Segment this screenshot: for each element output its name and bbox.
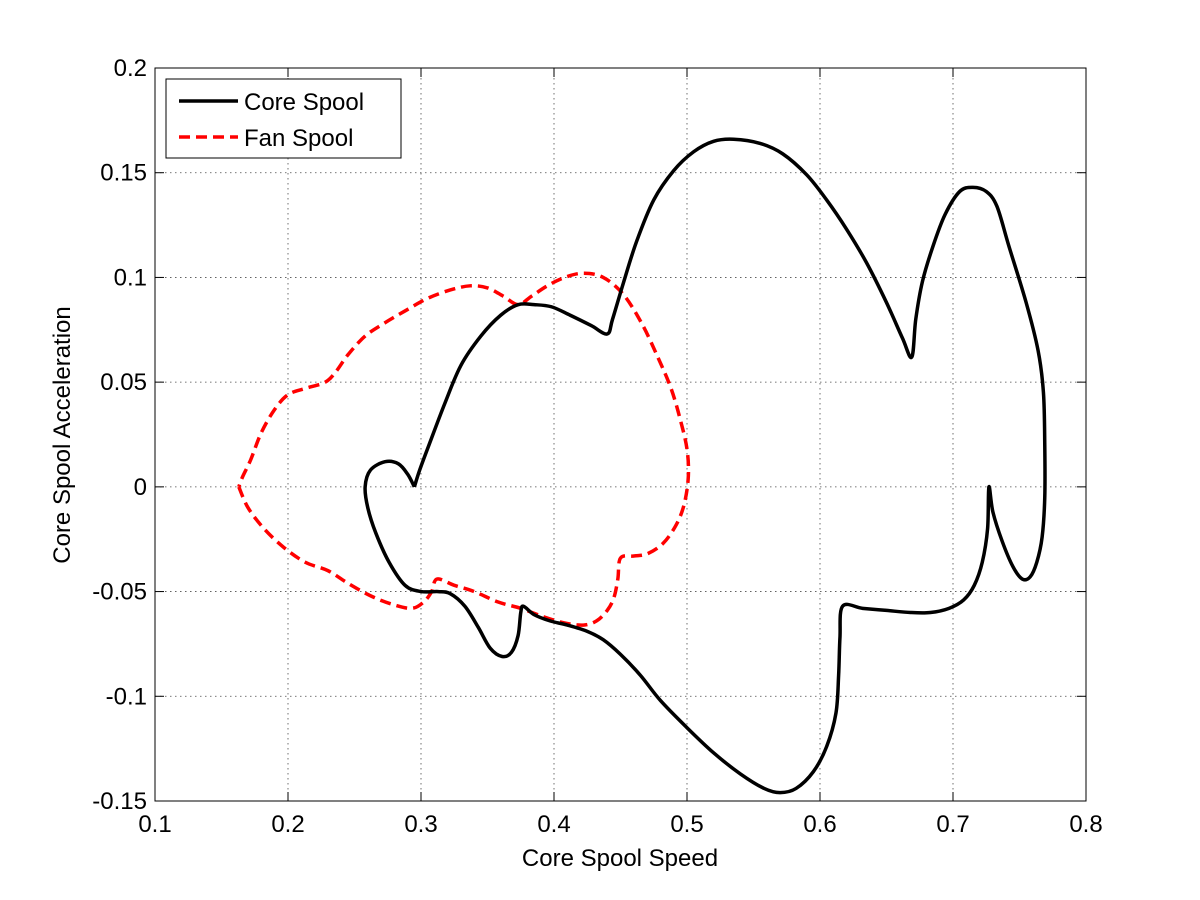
plot-area	[155, 68, 1086, 801]
x-tick-label: 0.2	[271, 811, 304, 838]
y-tick-label: 0.1	[114, 264, 147, 291]
series-layer	[237, 137, 1047, 795]
legend-label-core-spool: Core Spool	[244, 89, 364, 116]
grid	[155, 68, 1086, 801]
y-tick-label: -0.1	[106, 683, 147, 710]
x-tick-label: 0.5	[670, 811, 703, 838]
legend-box	[165, 78, 402, 159]
plot-frame	[154, 67, 1087, 802]
y-tick-label: -0.05	[92, 579, 147, 606]
y-tick-label: -0.15	[92, 788, 147, 815]
tick-labels: 0.1 0.2 0.3 0.4 0.5 0.6 0.7 0.8 -0.15 -0.1 -0.05 0 0…	[92, 55, 1102, 838]
y-tick-label: 0.15	[100, 160, 147, 187]
x-tick-label: 0.4	[537, 811, 570, 838]
x-tick-label: 0.6	[803, 811, 836, 838]
series-line-fan-spool	[237, 271, 691, 627]
x-axis-label: Core Spool Speed	[522, 845, 718, 872]
x-tick-label: 0.3	[404, 811, 437, 838]
x-tick-label: 0.8	[1069, 811, 1102, 838]
legend-label-fan-spool: Fan Spool	[244, 125, 353, 152]
y-tick-label: 0.2	[114, 55, 147, 82]
series-line-core-spool	[363, 137, 1047, 795]
y-tick-label: 0	[134, 474, 147, 501]
x-tick-label: 0.1	[138, 811, 171, 838]
y-axis-label: Core Spool Acceleration	[49, 306, 76, 563]
x-tick-label: 0.7	[936, 811, 969, 838]
y-tick-label: 0.05	[100, 369, 147, 396]
legend: Core Spool Fan Spool	[165, 78, 402, 159]
ticks	[154, 67, 1087, 802]
